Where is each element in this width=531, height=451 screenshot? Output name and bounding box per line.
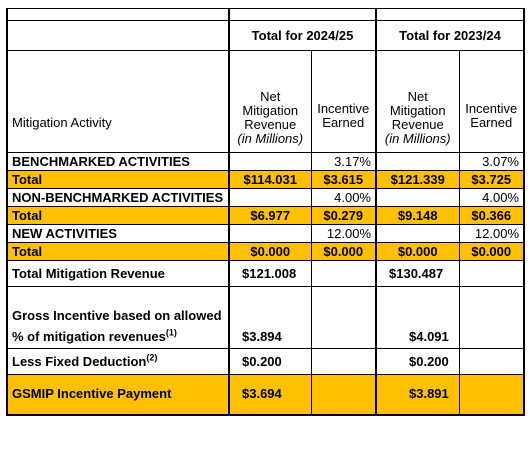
fixed-deduction-2023: $0.200 [375, 348, 460, 375]
table-row: Total $114.031 $3.615 $121.339 $3.725 [6, 170, 525, 189]
cell-value: 4.00% [310, 188, 377, 207]
net-rev-line4: (in Millions) [384, 131, 451, 146]
total-mitigation-revenue-label: Total Mitigation Revenue [6, 260, 230, 287]
gsmip-payment-label: GSMIP Incentive Payment [6, 374, 230, 416]
row-label: Total [6, 170, 230, 189]
table-row: Total $0.000 $0.000 $0.000 $0.000 [6, 242, 525, 261]
net-rev-line2: Mitigation [242, 103, 299, 118]
cell-value: $0.000 [375, 242, 460, 261]
gross-incentive-2024: $3.894 [228, 286, 312, 349]
gross-incentive-2023: $4.091 [375, 286, 460, 349]
row-label: Total [6, 242, 230, 261]
net-revenue-header-2023: Net Mitigation Revenue (in Millions) [375, 50, 460, 153]
cell-value [375, 152, 460, 171]
table-row: NON-BENCHMARKED ACTIVITIES 4.00% 4.00% [6, 188, 525, 207]
incentive-line1: Incentive [317, 101, 370, 116]
cell-value [228, 224, 312, 243]
row-label: NEW ACTIVITIES [6, 224, 230, 243]
table-row: NEW ACTIVITIES 12.00% 12.00% [6, 224, 525, 243]
cell-value: $0.000 [310, 242, 377, 261]
net-rev-line4: (in Millions) [237, 131, 304, 146]
cell-value: 12.00% [310, 224, 377, 243]
incentive-table: Total for 2024/25 Total for 2023/24 Miti… [6, 8, 525, 416]
cell-value: 4.00% [458, 188, 525, 207]
cell-value [228, 188, 312, 207]
footnote-1: (1) [165, 327, 177, 338]
net-revenue-header-2024: Net Mitigation Revenue (in Millions) [228, 50, 312, 153]
total-mitigation-revenue-row: Total Mitigation Revenue $121.008 $130.4… [6, 260, 525, 287]
cell-value: $0.000 [228, 242, 312, 261]
gsmip-payment-2023: $3.891 [375, 374, 460, 416]
fixed-deduction-label: Less Fixed Deduction(2) [6, 348, 230, 375]
net-rev-line3: Revenue [244, 117, 297, 132]
mitigation-activity-header: Mitigation Activity [6, 50, 230, 153]
gsmip-payment-2024: $3.694 [228, 374, 312, 416]
cell-value: 3.17% [310, 152, 377, 171]
gross-incentive-label: Gross Incentive based on allowed % of mi… [6, 286, 230, 349]
total-mitigation-revenue-2023: $130.487 [375, 260, 460, 287]
gsmip-payment-row: GSMIP Incentive Payment $3.694 $3.891 [6, 374, 525, 416]
net-rev-line1: Net [260, 89, 281, 104]
gross-incentive-label-line2: % of mitigation revenues [12, 329, 166, 344]
gross-incentive-row: Gross Incentive based on allowed % of mi… [6, 286, 525, 349]
fixed-deduction-2024: $0.200 [228, 348, 312, 375]
header-2024-25: Total for 2024/25 [228, 20, 377, 51]
row-label: Total [6, 206, 230, 225]
net-rev-line3: Revenue [391, 117, 444, 132]
net-rev-line2: Mitigation [389, 103, 446, 118]
net-rev-line1: Net [407, 89, 428, 104]
footnote-2: (2) [146, 352, 158, 363]
cell-value: $0.279 [310, 206, 377, 225]
cell-value: $114.031 [228, 170, 312, 189]
gross-incentive-label-line1: Gross Incentive based on allowed [12, 308, 222, 323]
incentive-line1: Incentive [465, 101, 518, 116]
cell-value [375, 224, 460, 243]
total-mitigation-revenue-2024: $121.008 [228, 260, 312, 287]
cell-value: $3.725 [458, 170, 525, 189]
fixed-deduction-label-text: Less Fixed Deduction [12, 353, 147, 369]
row-label: NON-BENCHMARKED ACTIVITIES [6, 188, 230, 207]
incentive-line2: Earned [322, 115, 365, 130]
incentive-header-2023: Incentive Earned [458, 50, 525, 153]
cell-value: 3.07% [458, 152, 525, 171]
row-label: BENCHMARKED ACTIVITIES [6, 152, 230, 171]
cell-value: $121.339 [375, 170, 460, 189]
cell-value: $3.615 [310, 170, 377, 189]
table-row: BENCHMARKED ACTIVITIES 3.17% 3.07% [6, 152, 525, 171]
header-2023-24: Total for 2023/24 [375, 20, 525, 51]
incentive-line2: Earned [470, 115, 513, 130]
incentive-header-2024: Incentive Earned [310, 50, 377, 153]
cell-value: 12.00% [458, 224, 525, 243]
cell-value: $0.000 [458, 242, 525, 261]
cell-value: $6.977 [228, 206, 312, 225]
fixed-deduction-row: Less Fixed Deduction(2) $0.200 $0.200 [6, 348, 525, 375]
table-row: Total $6.977 $0.279 $9.148 $0.366 [6, 206, 525, 225]
cell-value [375, 188, 460, 207]
cell-value: $9.148 [375, 206, 460, 225]
cell-value: $0.366 [458, 206, 525, 225]
cell-value [228, 152, 312, 171]
